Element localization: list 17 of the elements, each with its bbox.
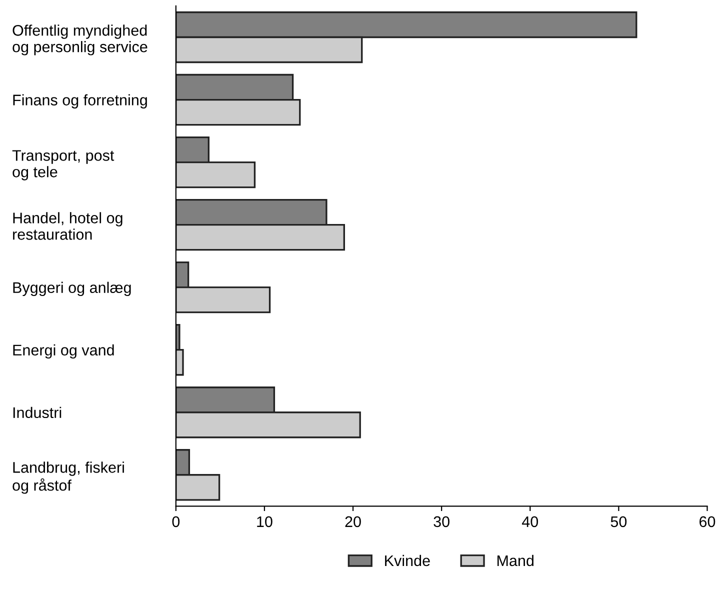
y-tick-label: Industri xyxy=(13,406,62,418)
x-tick-label: 20 xyxy=(345,516,361,528)
legend-label: Mand xyxy=(497,554,534,566)
x-tick-label: 30 xyxy=(434,516,450,528)
y-tick-label: Offentlig myndighed og personlig service xyxy=(12,24,148,56)
y-tick-label: Energi og vand xyxy=(13,344,114,359)
x-tick-label: 0 xyxy=(172,516,180,528)
y-tick-label: Byggeri og anlæg xyxy=(13,282,131,296)
y-tick-label: Landbrug, fiskeri og råstof xyxy=(12,462,124,494)
legend-label: Kvinde xyxy=(385,554,430,566)
x-tick-label: 50 xyxy=(610,516,627,528)
y-tick-label: Handel, hotel og restauration xyxy=(13,212,122,240)
x-tick-label: 60 xyxy=(700,516,716,528)
x-tick-label: 10 xyxy=(257,516,272,528)
x-tick-label: 40 xyxy=(522,516,538,528)
y-tick-label: Finans og forretning xyxy=(13,94,147,108)
y-tick-label: Transport, post og tele xyxy=(12,150,114,180)
